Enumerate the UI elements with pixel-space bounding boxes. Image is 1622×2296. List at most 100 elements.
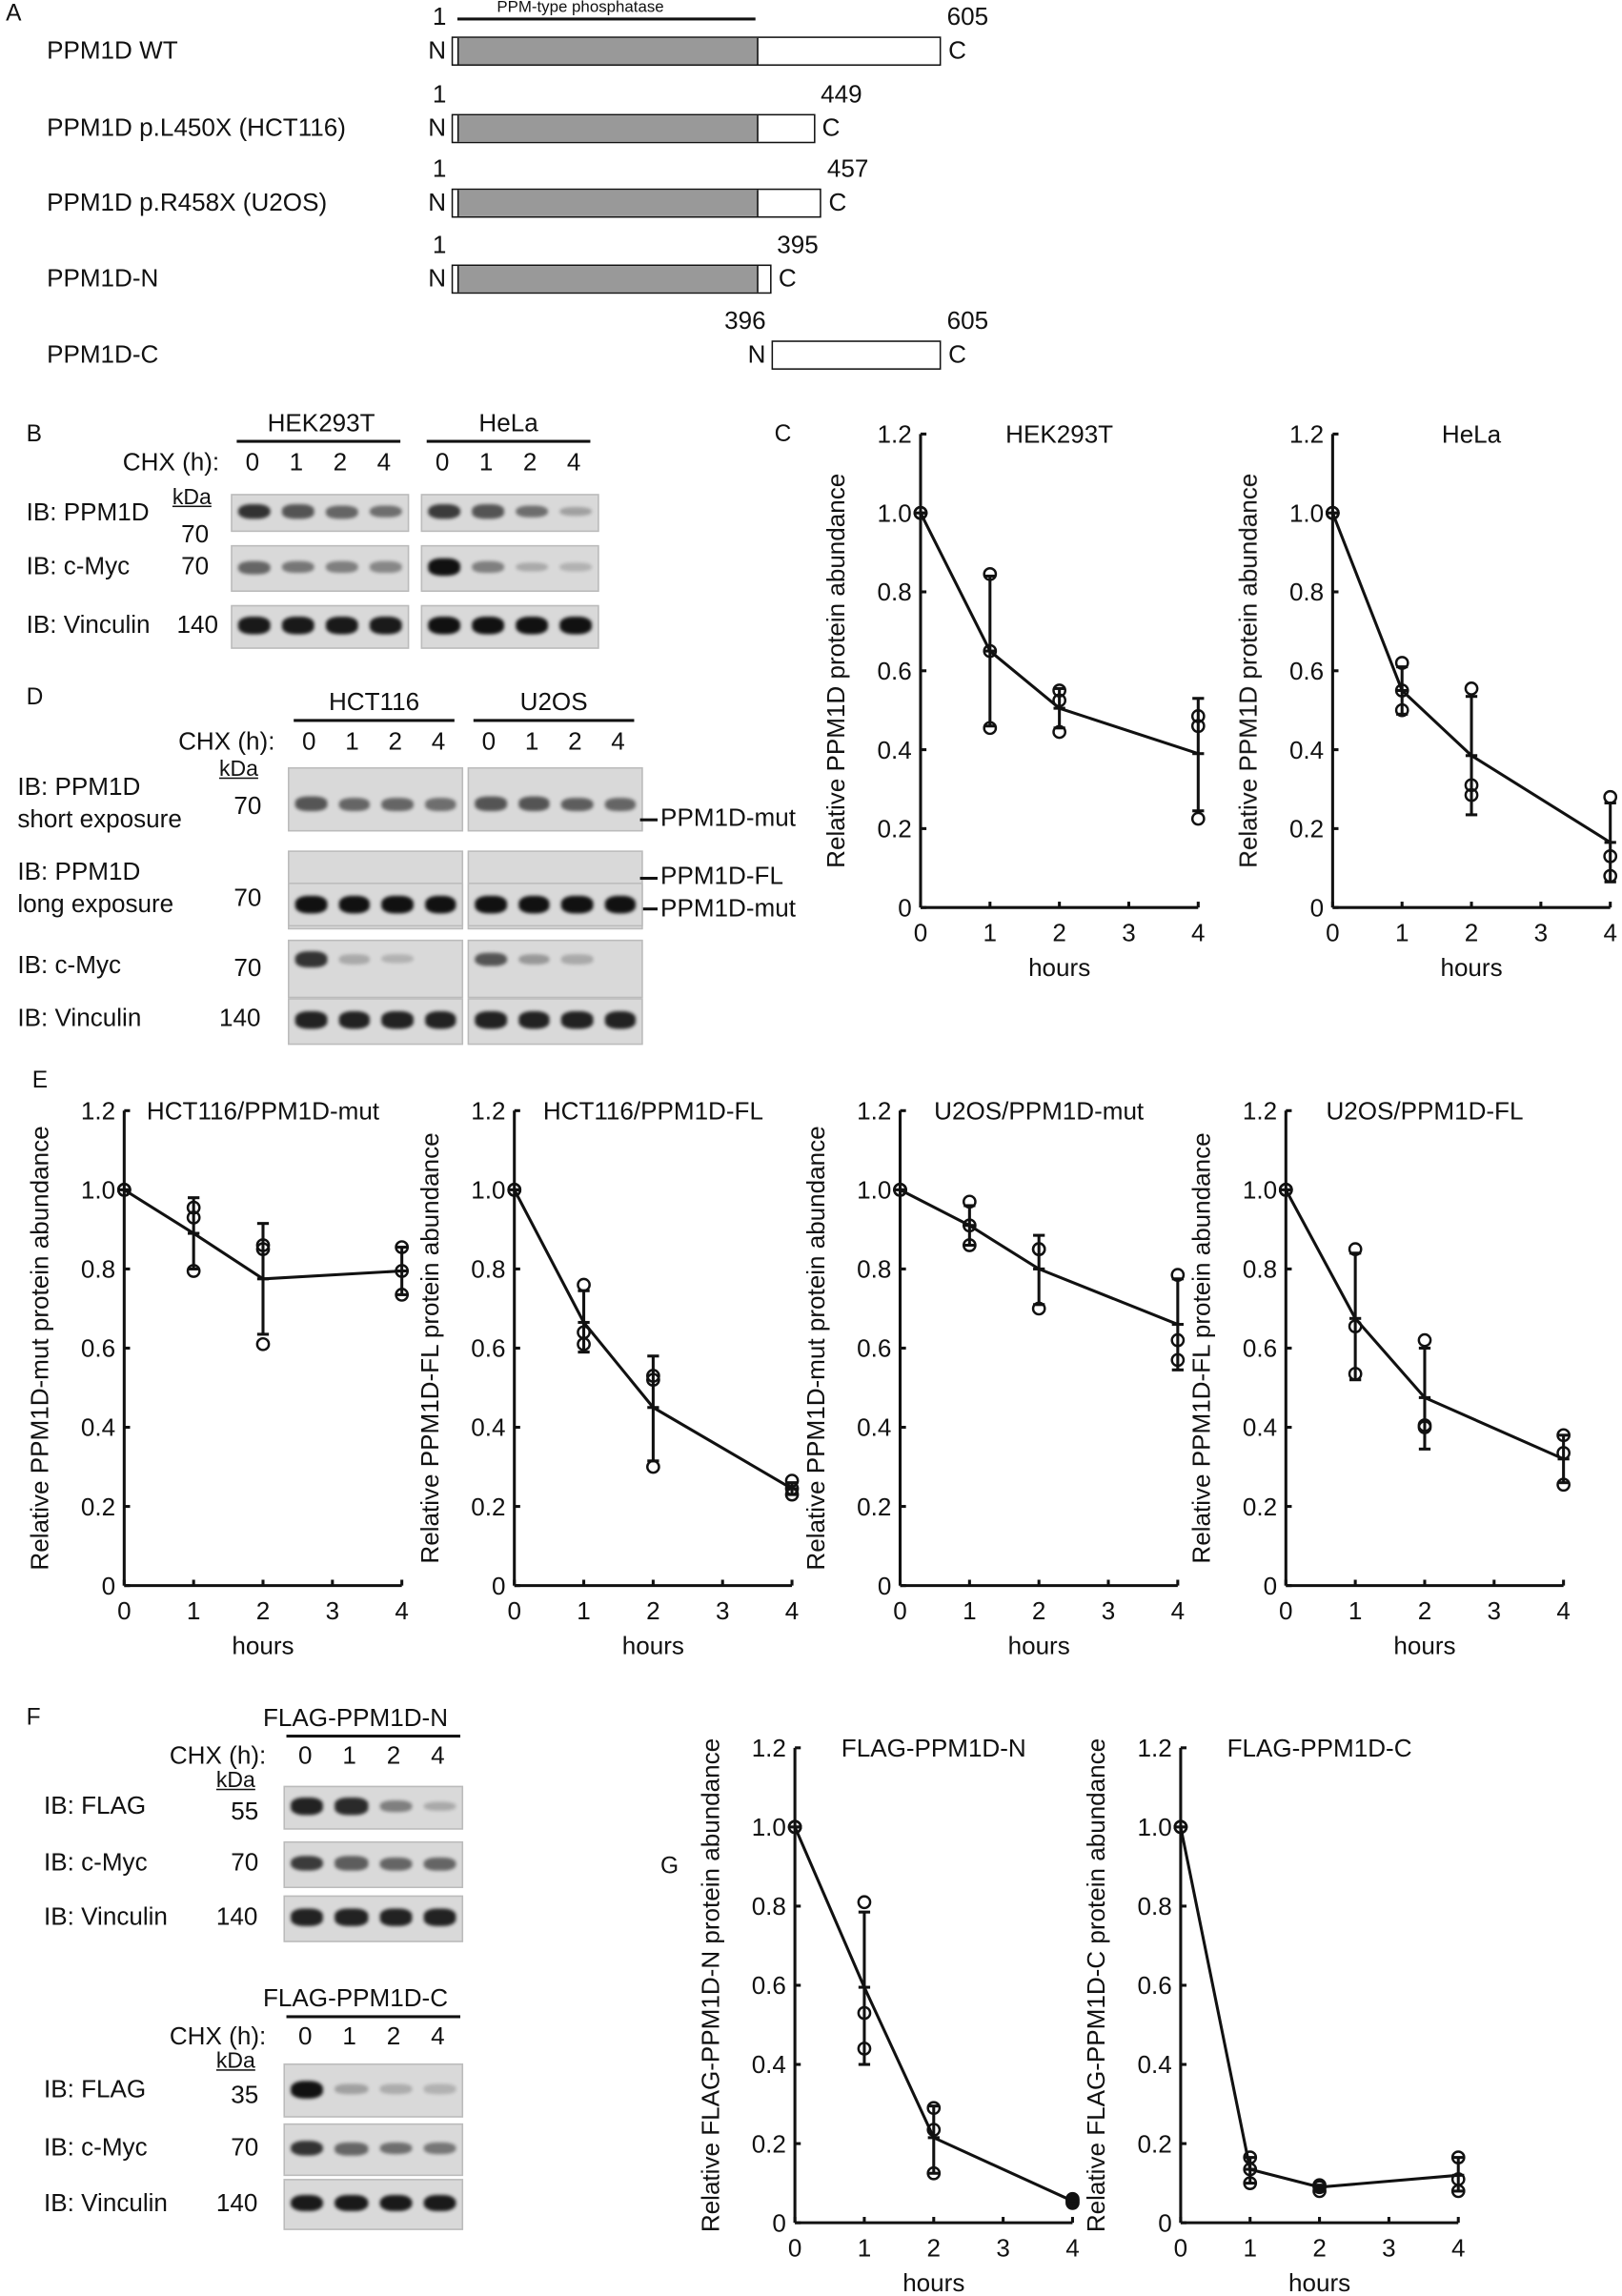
y-tick-label: 0.2 [857,1493,891,1521]
x-tick-label: 1 [983,918,998,946]
kda-marker: 140 [215,1902,258,1931]
timepoint-label: 4 [611,727,625,756]
y-tick-label: 0 [772,2208,786,2237]
data-point [1450,2150,1466,2164]
western-blot [288,939,464,999]
n-terminus: N [428,264,447,293]
chx-label: CHX (h): [169,1741,267,1770]
western-blot [283,2063,464,2118]
x-axis-label: hours [622,1632,684,1660]
data-point [1450,2184,1466,2199]
x-tick-label: 2 [927,2233,942,2262]
mean-line [919,512,1199,756]
panel-label-e: E [31,1067,49,1093]
data-point [1190,709,1206,723]
band [517,1011,550,1028]
western-blot [288,883,464,927]
panel-label-c: C [774,422,792,448]
x-tick-label: 4 [785,1596,800,1625]
x-tick-label: 4 [1603,918,1617,946]
band [428,503,460,519]
western-blot [283,2123,464,2177]
band [335,2083,368,2095]
x-tick-label: 0 [1326,918,1340,946]
phosphatase-domain [456,37,759,65]
y-tick-label: 0.8 [1137,1892,1171,1920]
c-terminus: C [828,188,847,216]
western-blot [231,544,410,592]
x-tick-label: 0 [788,2233,802,2262]
band [517,797,550,811]
band [560,797,593,811]
band [237,617,271,635]
data-point [395,1288,410,1302]
western-blot [467,883,643,927]
timepoint-label: 1 [289,448,304,477]
y-tick-label: 1.2 [878,420,912,449]
x-tick-label: 1 [187,1596,201,1625]
y-tick-label: 0.2 [471,1493,505,1521]
y-tick-label: 0.6 [1243,1334,1277,1363]
western-blot [231,604,410,649]
kda-marker: 70 [231,2133,259,2162]
x-tick-label: 1 [1395,918,1409,946]
mean-line [1179,1826,1459,2189]
n-terminus: N [428,188,447,216]
x-tick-label: 4 [1451,2233,1466,2262]
data-point [1031,1301,1046,1316]
y-tick-label: 0 [1310,893,1325,922]
x-tick-label: 2 [1418,1596,1432,1625]
band [294,951,327,967]
band [517,896,550,914]
cell-line-bracket [294,719,455,721]
x-axis-label: hours [1288,2268,1350,2296]
x-tick-label: 3 [1534,918,1549,946]
data-point [507,1183,522,1197]
western-blot [288,998,464,1046]
panel-label-f: F [26,1705,41,1731]
y-tick-label: 0.6 [752,1971,786,2000]
timepoint-label: 2 [522,448,537,477]
end-residue: 395 [777,231,819,259]
western-blot [283,1895,464,1942]
blot-row-label: IB: PPM1D [17,858,141,886]
n-terminus: N [428,36,447,65]
y-tick-label: 0.8 [1289,578,1324,606]
mean-line [1284,1189,1565,1461]
y-tick-label: 0.6 [81,1334,115,1363]
band [381,1011,414,1028]
timepoint-label: 1 [342,1741,356,1770]
band [369,560,402,573]
x-tick-label: 0 [914,918,928,946]
y-tick-label: 1.0 [81,1176,115,1205]
y-tick-label: 0 [492,1572,506,1600]
band [423,2194,456,2212]
band-pointer [639,876,658,880]
band [337,1011,370,1028]
y-tick-label: 0.4 [1137,2050,1171,2079]
band [378,1857,413,1870]
band-label: PPM1D-FL [660,862,783,890]
data-point [784,1481,800,1496]
band [423,1801,456,1812]
c-terminus: C [821,113,841,142]
band [381,797,414,811]
data-point [1243,2162,1258,2177]
band [516,504,548,518]
kda-marker: 140 [176,610,219,640]
band [335,2194,368,2212]
y-tick-label: 0.4 [1243,1413,1277,1442]
data-point [186,1264,201,1278]
y-tick-label: 0.2 [878,815,912,843]
kda-marker: 70 [233,884,262,912]
title-bracket [286,2015,460,2018]
kda-marker: 70 [233,954,262,983]
band [378,2194,413,2212]
data-point [1603,849,1618,864]
timepoint-label: 4 [431,727,446,756]
data-point [577,1277,591,1292]
x-tick-label: 3 [996,2233,1010,2262]
band [428,558,460,577]
y-axis-label: Relative PPM1D-FL protein abundance [1187,1132,1216,1563]
